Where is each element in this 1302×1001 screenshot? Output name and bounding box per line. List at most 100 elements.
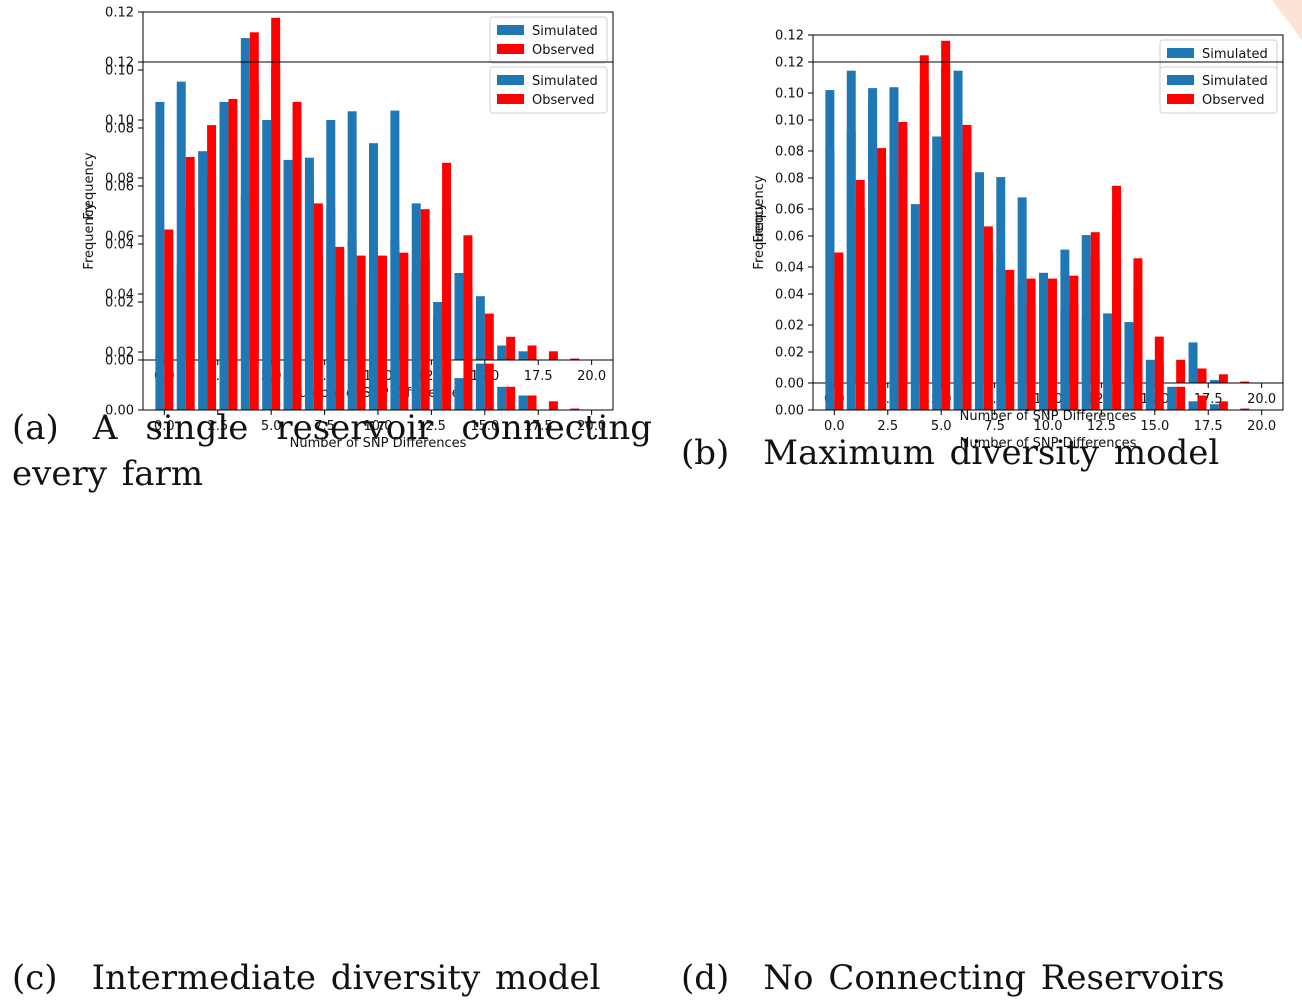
observed-legend-label: Observed bbox=[532, 43, 595, 58]
observed-bar bbox=[164, 279, 174, 410]
y-tick-label: 0.04 bbox=[775, 288, 804, 303]
simulated-bar bbox=[347, 111, 357, 410]
x-tick-label: 15.0 bbox=[470, 419, 499, 434]
caption-d: (d) No Connecting Reservoirs bbox=[681, 955, 1302, 1001]
y-tick-label: 0.04 bbox=[105, 238, 134, 253]
simulated-bar bbox=[868, 88, 878, 410]
simulated-bar bbox=[176, 265, 186, 410]
simulated-bar bbox=[1081, 317, 1091, 410]
x-tick-label: 2.5 bbox=[207, 419, 228, 434]
simulated-bar bbox=[369, 143, 378, 410]
y-tick-label: 0.04 bbox=[775, 261, 804, 276]
x-tick-label: 17.5 bbox=[524, 369, 553, 384]
y-tick-label: 0.12 bbox=[105, 6, 134, 21]
y-tick-label: 0.10 bbox=[775, 87, 804, 102]
observed-bar bbox=[983, 253, 993, 410]
y-tick-label: 0.02 bbox=[775, 319, 804, 334]
y-axis-label: Frequency bbox=[752, 202, 767, 269]
simulated-bar bbox=[454, 273, 464, 360]
simulated-bar bbox=[1103, 313, 1113, 383]
chart-panel-d: 0.0 2.5 5.0 7.5 10.0 12.5 15.0 17.5 20.0 0.00 0.02… bbox=[651, 56, 1302, 1001]
x-axis-label: Number of SNP Differences bbox=[960, 436, 1137, 451]
x-tick-label: 17.5 bbox=[524, 419, 553, 434]
x-tick-label: 17.5 bbox=[1194, 419, 1223, 434]
observed-bar bbox=[463, 285, 473, 410]
y-tick-label: 0.06 bbox=[105, 180, 134, 195]
x-tick-label: 20.0 bbox=[577, 419, 606, 434]
observed-bar bbox=[1240, 381, 1250, 383]
simulated-bar bbox=[974, 172, 984, 410]
x-tick-label: 10.0 bbox=[1034, 419, 1063, 434]
y-tick-label: 0.00 bbox=[105, 354, 134, 369]
observed-bar bbox=[1154, 336, 1164, 383]
y-tick-label: 0.08 bbox=[105, 172, 134, 187]
observed-bar bbox=[834, 279, 844, 410]
simulated-bar bbox=[1124, 363, 1134, 410]
simulated-legend-label: Simulated bbox=[532, 24, 598, 39]
x-tick-label: 5.0 bbox=[261, 419, 282, 434]
caption-c: (c) Intermediate diversity model bbox=[12, 955, 652, 1001]
simulated-bar bbox=[1124, 322, 1134, 383]
simulated-bar bbox=[176, 81, 186, 360]
simulated-bar bbox=[240, 195, 250, 410]
x-tick-label: 0.0 bbox=[154, 419, 175, 434]
observed-bar bbox=[1176, 359, 1186, 383]
observed-bar bbox=[1197, 368, 1207, 383]
observed-bar bbox=[207, 175, 217, 410]
y-axis-label: Frequency bbox=[752, 175, 767, 242]
simulated-legend-label: Simulated bbox=[1202, 74, 1268, 89]
simulated-bar bbox=[953, 70, 963, 410]
y-axis-label: Frequency bbox=[82, 202, 97, 269]
simulated-bar bbox=[283, 163, 293, 410]
observed-bar bbox=[356, 305, 366, 410]
caption-label: (d) bbox=[681, 958, 730, 998]
simulated-bar bbox=[326, 120, 336, 410]
simulated-bar bbox=[932, 166, 942, 410]
observed-bar bbox=[442, 212, 452, 410]
observed-bar bbox=[399, 302, 409, 410]
observed-bar bbox=[527, 395, 537, 410]
observed-bar bbox=[1112, 212, 1122, 410]
observed-bar bbox=[1240, 408, 1250, 410]
simulated-bar bbox=[1188, 342, 1198, 383]
simulated-bar bbox=[155, 354, 165, 410]
observed-bar bbox=[1026, 305, 1036, 410]
simulated-legend-label: Simulated bbox=[1202, 47, 1268, 62]
observed-bar bbox=[877, 175, 887, 410]
simulated-legend-swatch bbox=[1167, 48, 1194, 58]
simulated-bar bbox=[1017, 285, 1027, 410]
observed-bar bbox=[570, 358, 580, 360]
observed-legend-swatch bbox=[497, 44, 524, 54]
simulated-bar bbox=[518, 351, 528, 360]
histogram-a: 0.02.55.07.510.012.515.017.520.00.000.02… bbox=[82, 6, 614, 401]
observed-bar bbox=[484, 313, 494, 360]
observed-bar bbox=[570, 408, 580, 410]
observed-legend-label: Observed bbox=[1202, 93, 1265, 108]
x-tick-label: 0.0 bbox=[824, 419, 845, 434]
observed-legend-swatch bbox=[1167, 94, 1194, 104]
x-tick-label: 12.5 bbox=[417, 419, 446, 434]
x-axis-label: Number of SNP Differences bbox=[960, 409, 1137, 424]
simulated-bar bbox=[411, 270, 421, 410]
simulated-legend-label: Simulated bbox=[532, 74, 598, 89]
simulated-legend-swatch bbox=[497, 25, 524, 35]
observed-bar bbox=[313, 253, 323, 410]
observed-bar bbox=[271, 67, 281, 410]
observed-bar bbox=[527, 345, 537, 360]
simulated-bar bbox=[518, 395, 528, 410]
simulated-bar bbox=[1103, 366, 1113, 410]
simulated-bar bbox=[1145, 381, 1155, 410]
x-tick-label: 2.5 bbox=[877, 419, 898, 434]
observed-bar bbox=[941, 67, 951, 410]
observed-bar bbox=[1133, 285, 1143, 410]
simulated-bar bbox=[304, 157, 314, 410]
caption-text: A single reservoir connecting every farm bbox=[12, 408, 652, 494]
simulated-bar bbox=[155, 101, 165, 361]
observed-bar bbox=[506, 336, 516, 360]
y-tick-label: 0.02 bbox=[775, 346, 804, 361]
y-tick-label: 0.02 bbox=[105, 296, 134, 311]
y-tick-label: 0.10 bbox=[775, 114, 804, 129]
y-axis-label: Frequency bbox=[82, 152, 97, 219]
observed-bar bbox=[420, 259, 430, 410]
y-tick-label: 0.08 bbox=[105, 122, 134, 137]
